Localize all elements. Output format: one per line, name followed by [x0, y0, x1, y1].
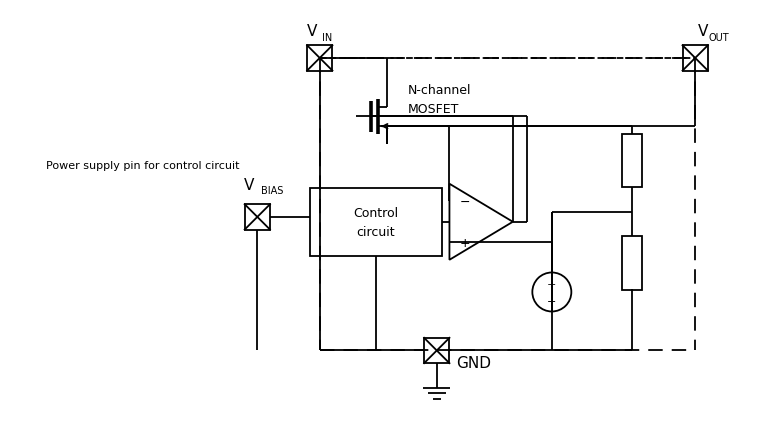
Bar — [682, 46, 708, 72]
Text: +: + — [547, 279, 556, 290]
Text: Power supply pin for control circuit: Power supply pin for control circuit — [46, 161, 240, 171]
Bar — [310, 188, 442, 256]
Bar — [244, 205, 270, 230]
Text: V: V — [244, 177, 254, 192]
Bar — [424, 338, 449, 363]
Text: −: − — [547, 296, 556, 306]
Text: OUT: OUT — [709, 33, 729, 43]
Text: N-channel
MOSFET: N-channel MOSFET — [408, 83, 471, 115]
Text: V: V — [307, 24, 317, 39]
Text: Control
circuit: Control circuit — [353, 206, 398, 238]
Text: +: + — [460, 236, 471, 249]
Bar — [622, 236, 641, 290]
Text: BIAS: BIAS — [261, 186, 284, 196]
Bar — [622, 134, 641, 188]
Text: GND: GND — [456, 356, 491, 371]
Bar — [307, 46, 332, 72]
Text: IN: IN — [322, 33, 332, 43]
Text: V: V — [698, 24, 708, 39]
Text: −: − — [460, 195, 471, 208]
